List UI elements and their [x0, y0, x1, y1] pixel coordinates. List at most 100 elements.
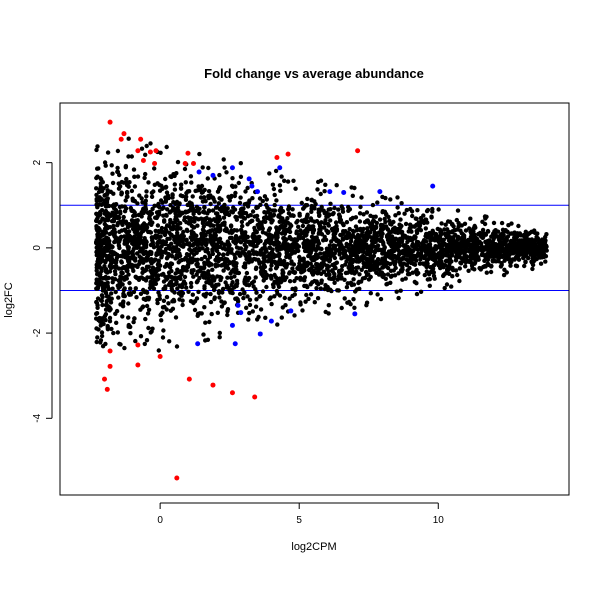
bulk-point	[140, 200, 145, 205]
bulk-point	[407, 250, 412, 256]
bulk-point	[235, 250, 240, 255]
bulk-point	[513, 248, 519, 253]
bulk-point	[413, 216, 418, 221]
bulk-point	[170, 249, 176, 254]
bulk-point	[437, 257, 443, 262]
bulk-point	[185, 241, 190, 247]
bulk-point	[155, 203, 160, 208]
bulk-point	[334, 227, 339, 233]
bulk-point	[266, 228, 272, 233]
bulk-point	[144, 194, 149, 199]
bulk-point	[443, 222, 448, 227]
bulk-point	[192, 215, 197, 221]
bulk-point	[249, 259, 254, 264]
bulk-point	[202, 205, 207, 210]
bulk-point	[453, 268, 459, 273]
bulk-point	[502, 253, 507, 259]
bulk-point	[429, 237, 434, 243]
bulk-point	[206, 165, 211, 171]
bulk-point	[98, 282, 103, 287]
bulk-point	[430, 230, 436, 236]
bulk-point	[132, 229, 137, 235]
bulk-point	[306, 253, 311, 259]
bulk-point	[284, 254, 289, 260]
bulk-point	[385, 227, 390, 232]
bulk-point	[131, 167, 137, 172]
bulk-point	[421, 219, 427, 225]
bulk-point	[159, 318, 164, 323]
bulk-point	[397, 250, 403, 255]
bulk-point	[449, 236, 454, 242]
bulk-point	[175, 159, 181, 165]
bulk-point	[334, 238, 339, 244]
bulk-point	[321, 208, 326, 213]
bulk-point	[357, 246, 362, 251]
bulk-point	[250, 248, 255, 253]
bulk-point	[246, 275, 252, 281]
bulk-point	[525, 237, 530, 243]
bulk-point	[456, 234, 461, 240]
bulk-point	[262, 210, 267, 215]
bulk-point	[156, 273, 161, 278]
bulk-point	[138, 234, 143, 239]
bulk-point	[500, 236, 505, 241]
bulk-point	[398, 217, 403, 222]
bulk-point	[123, 219, 129, 224]
bulk-point	[283, 247, 289, 252]
series-0-point	[210, 382, 216, 388]
bulk-point	[430, 209, 435, 214]
bulk-point	[282, 295, 287, 301]
bulk-point	[216, 201, 221, 206]
bulk-point	[95, 305, 100, 310]
bulk-point	[526, 255, 531, 261]
bulk-point	[385, 237, 391, 243]
bulk-point	[454, 217, 459, 223]
series-0-point	[185, 150, 191, 156]
bulk-point	[523, 252, 529, 257]
bulk-point	[351, 297, 356, 302]
bulk-point	[387, 218, 392, 223]
bulk-point	[368, 230, 373, 235]
bulk-point	[117, 245, 122, 251]
bulk-point	[516, 223, 521, 229]
bulk-point	[360, 253, 366, 259]
bulk-point	[300, 235, 306, 241]
bulk-point	[267, 245, 272, 250]
bulk-point	[314, 219, 320, 224]
bulk-point	[238, 253, 243, 258]
bulk-point	[103, 291, 109, 296]
bulk-point	[247, 250, 252, 256]
bulk-point	[442, 227, 447, 232]
bulk-point	[391, 268, 396, 273]
bulk-point	[482, 258, 487, 263]
series-1-point	[195, 341, 201, 347]
bulk-point	[101, 217, 107, 222]
bulk-point	[421, 239, 426, 244]
bulk-point	[152, 257, 158, 262]
bulk-point	[215, 218, 220, 223]
bulk-point	[217, 330, 222, 336]
bulk-point	[423, 226, 428, 231]
bulk-point	[357, 211, 363, 216]
bulk-point	[444, 243, 449, 248]
bulk-point	[443, 271, 448, 276]
series-1-point	[210, 172, 216, 178]
series-0-point	[140, 158, 146, 164]
bulk-point	[372, 232, 377, 237]
bulk-point	[459, 231, 464, 236]
bulk-point	[361, 244, 366, 249]
bulk-point	[314, 246, 320, 251]
bulk-point	[514, 241, 519, 246]
bulk-point	[388, 261, 393, 267]
bulk-point	[431, 263, 436, 269]
bulk-point	[105, 323, 110, 329]
bulk-point	[171, 205, 176, 211]
bulk-point	[318, 178, 324, 183]
bulk-point	[172, 290, 177, 295]
bulk-point	[230, 176, 235, 181]
bulk-point	[106, 275, 111, 281]
bulk-point	[287, 246, 292, 251]
bulk-point	[95, 262, 101, 268]
bulk-point	[299, 200, 304, 206]
bulk-point	[335, 288, 340, 293]
